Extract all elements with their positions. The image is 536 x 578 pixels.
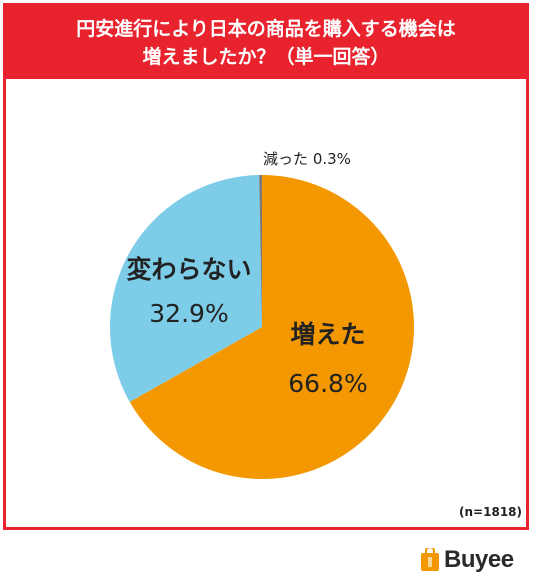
pie-slice-0	[129, 175, 415, 480]
slice-value-1: 32.9%	[149, 299, 228, 328]
pie-slice-1	[109, 175, 262, 402]
brand-name: Buyee	[444, 546, 514, 573]
slice-label-1: 変わらない	[126, 255, 251, 284]
slice-value-0: 66.8%	[288, 369, 367, 398]
title-banner: 円安進行により日本の商品を購入する機会は 増えましたか？（単一回答）	[6, 6, 526, 79]
pie-slice-2	[259, 175, 262, 327]
brand-logo: Buyee	[420, 546, 514, 574]
chart-title-line-2: 増えましたか？（単一回答）	[142, 45, 390, 68]
slice-label-0: 増えた	[290, 320, 365, 349]
buyee-logo-icon	[421, 548, 439, 571]
sample-size-note: (n=1818)	[459, 505, 522, 519]
chart-title-line-1: 円安進行により日本の商品を購入する機会は	[76, 17, 456, 40]
slice-label-small-2: 減った 0.3%	[263, 150, 351, 168]
